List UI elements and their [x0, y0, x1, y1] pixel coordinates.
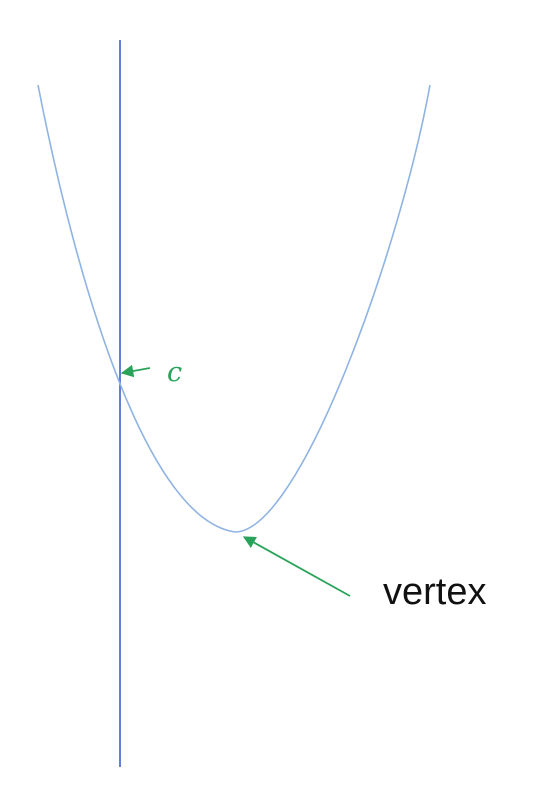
- parabola-curve: [37, 84, 431, 533]
- vertex-label: vertex: [383, 571, 486, 613]
- vertex-arrow: [242, 536, 351, 597]
- c-label: c: [167, 357, 182, 388]
- c-arrow: [120, 364, 151, 378]
